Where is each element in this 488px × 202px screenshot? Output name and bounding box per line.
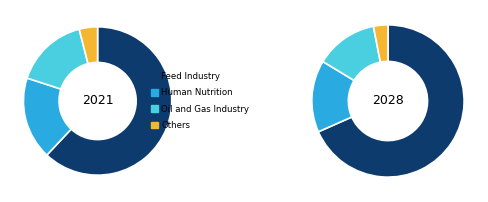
Wedge shape xyxy=(47,27,172,175)
Wedge shape xyxy=(23,78,71,155)
Wedge shape xyxy=(373,25,388,62)
Wedge shape xyxy=(318,25,464,177)
Wedge shape xyxy=(312,62,354,132)
Text: 2028: 2028 xyxy=(372,95,404,107)
Wedge shape xyxy=(79,27,98,64)
Wedge shape xyxy=(323,26,380,80)
Legend: Feed Industry, Human Nutrition, Oil and Gas Industry, Others: Feed Industry, Human Nutrition, Oil and … xyxy=(151,72,249,130)
Wedge shape xyxy=(27,29,88,89)
Text: 2021: 2021 xyxy=(82,95,113,107)
